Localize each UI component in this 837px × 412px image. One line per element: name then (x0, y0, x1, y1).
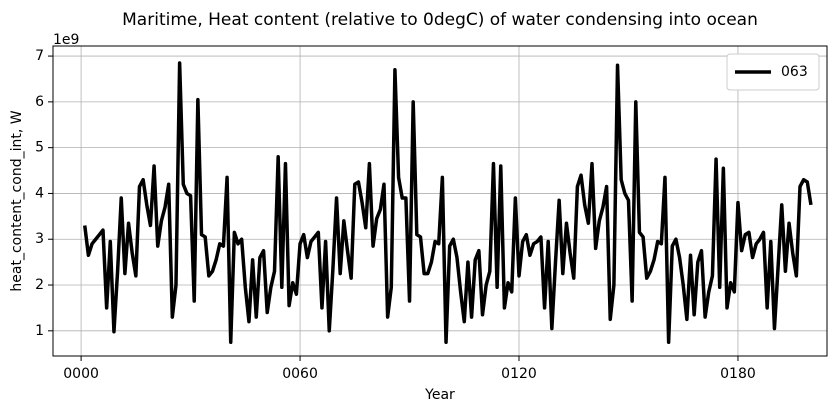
x-tick-label: 0000 (63, 366, 99, 382)
y-tick-label: 1 (35, 323, 44, 339)
data-line (83, 61, 813, 345)
y-tick-label: 5 (35, 140, 44, 156)
y-tick-label: 3 (35, 231, 44, 247)
x-tick-label: 0060 (282, 366, 318, 382)
plot-frame (52, 45, 828, 357)
legend-box (726, 53, 820, 91)
y-axis-label: heat_content_cond_int, W (9, 110, 25, 291)
y-tick-label: 4 (35, 185, 44, 201)
y-offset-label: 1e9 (53, 32, 79, 48)
x-tick-label: 0180 (720, 366, 756, 382)
x-axis-label: Year (424, 387, 455, 403)
chart-title: Maritime, Heat content (relative to 0deg… (122, 10, 758, 30)
y-tick-label: 7 (35, 48, 44, 64)
y-tick-label: 6 (35, 94, 44, 110)
legend-label: 063 (781, 64, 808, 80)
y-tick-label: 2 (35, 277, 44, 293)
x-tick-label: 0120 (501, 366, 537, 382)
